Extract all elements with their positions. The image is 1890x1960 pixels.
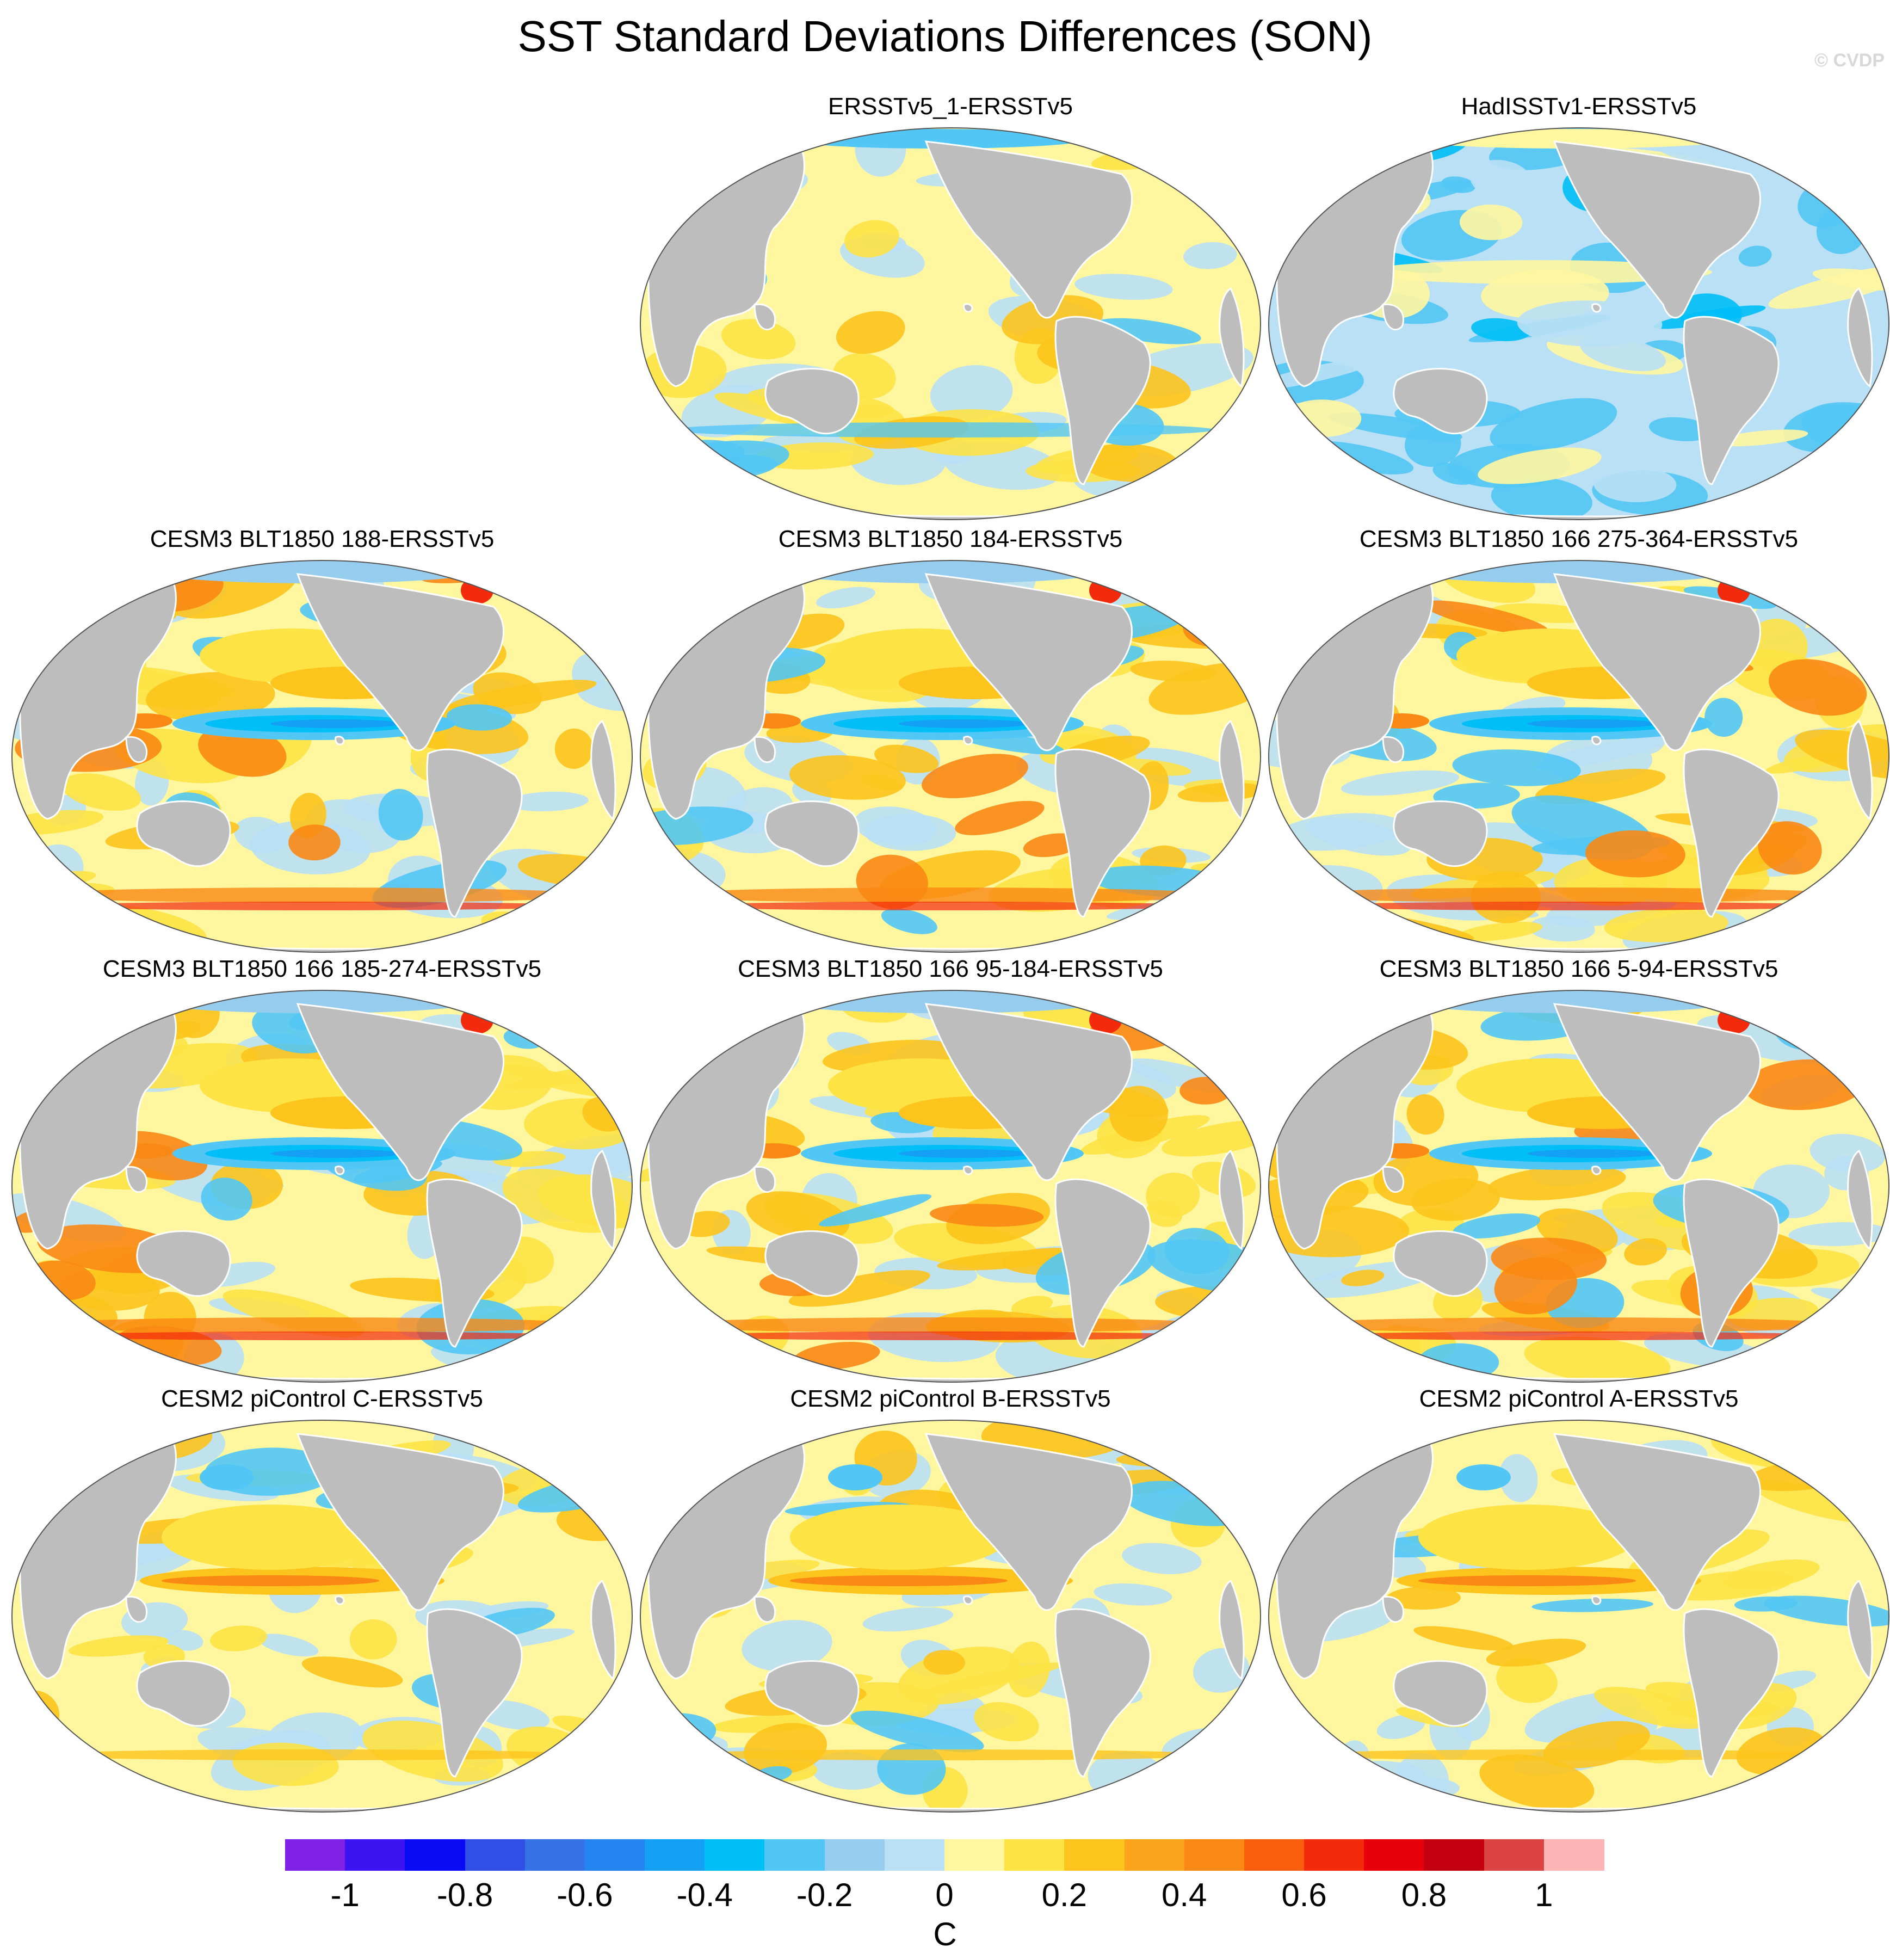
panel-title: CESM3 BLT1850 184-ERSSTv5: [778, 526, 1123, 552]
colorbar-swatch: [1364, 1839, 1425, 1871]
colorbar-swatch: [1424, 1839, 1485, 1871]
panel-title: ERSSTv5_1-ERSSTv5: [828, 93, 1073, 120]
colorbar-tick: -0.6: [557, 1877, 613, 1913]
colorbar-swatch: [1304, 1839, 1365, 1871]
panel-title: CESM3 BLT1850 166 275-364-ERSSTv5: [1359, 526, 1799, 552]
world-map: [1268, 990, 1889, 1383]
map-panel-p10: CESM2 piControl B-ERSSTv5: [638, 1385, 1263, 1815]
cvdp-watermark: © CVDP: [1814, 50, 1885, 71]
map-panel-p9: CESM2 piControl C-ERSSTv5: [9, 1385, 635, 1815]
map-panel-p11: CESM2 piControl A-ERSSTv5: [1266, 1385, 1890, 1815]
panel-title: CESM3 BLT1850 166 5-94-ERSSTv5: [1379, 956, 1778, 982]
panel-title: CESM2 piControl A-ERSSTv5: [1419, 1385, 1739, 1412]
colorbar-swatch: [824, 1839, 885, 1871]
map-panel-p5: CESM3 BLT1850 166 275-364-ERSSTv5: [1266, 525, 1890, 955]
world-map: [11, 560, 633, 953]
colorbar-swatch: [285, 1839, 346, 1871]
colorbar-swatch: [524, 1839, 585, 1871]
colorbar-swatch: [944, 1839, 1005, 1871]
world-map: [640, 990, 1261, 1383]
colorbar: [285, 1839, 1604, 1871]
colorbar-tick: 0.6: [1281, 1877, 1327, 1913]
colorbar-tick: -0.4: [676, 1877, 733, 1913]
colorbar-swatch: [705, 1839, 765, 1871]
colorbar-tick: -0.8: [436, 1877, 493, 1913]
figure-title: SST Standard Deviations Differences (SON…: [517, 12, 1373, 60]
colorbar-tick: 0: [935, 1877, 954, 1913]
colorbar-swatch: [764, 1839, 825, 1871]
colorbar-swatch: [405, 1839, 466, 1871]
world-map: [1268, 1420, 1889, 1813]
map-panel-p4: CESM3 BLT1850 184-ERSSTv5: [638, 525, 1263, 955]
world-map: [640, 560, 1261, 953]
colorbar-swatch: [1124, 1839, 1185, 1871]
map-panel-p7: CESM3 BLT1850 166 95-184-ERSSTv5: [638, 955, 1263, 1385]
world-map: [640, 1420, 1261, 1813]
colorbar-tick: 1: [1535, 1877, 1553, 1913]
world-map: [1268, 127, 1889, 520]
map-panel-p2: HadISSTv1-ERSSTv5: [1266, 93, 1890, 522]
colorbar-swatch: [465, 1839, 526, 1871]
colorbar-swatch: [1184, 1839, 1245, 1871]
panel-title: CESM3 BLT1850 166 185-274-ERSSTv5: [102, 956, 542, 982]
world-map: [11, 1420, 633, 1813]
colorbar-swatch: [1543, 1839, 1604, 1871]
map-panel-p6: CESM3 BLT1850 166 185-274-ERSSTv5: [9, 955, 635, 1385]
colorbar-unit-label: C: [933, 1916, 957, 1952]
map-panel-p1: ERSSTv5_1-ERSSTv5: [638, 93, 1263, 522]
colorbar-swatch: [1244, 1839, 1305, 1871]
colorbar-swatch: [645, 1839, 706, 1871]
world-map: [640, 127, 1261, 520]
colorbar-swatch: [884, 1839, 945, 1871]
colorbar-swatch: [345, 1839, 406, 1871]
colorbar-tick: 0.8: [1401, 1877, 1447, 1913]
world-map: [11, 990, 633, 1383]
map-panel-p8: CESM3 BLT1850 166 5-94-ERSSTv5: [1266, 955, 1890, 1385]
colorbar-tick: -1: [330, 1877, 360, 1913]
map-panel-p3: CESM3 BLT1850 188-ERSSTv5: [9, 525, 635, 955]
panel-title: HadISSTv1-ERSSTv5: [1461, 93, 1697, 120]
colorbar-tick: 0.4: [1162, 1877, 1207, 1913]
colorbar-swatch: [584, 1839, 646, 1871]
colorbar-tick: 0.2: [1041, 1877, 1088, 1913]
panel-title: CESM3 BLT1850 188-ERSSTv5: [150, 526, 495, 552]
colorbar-tick: -0.2: [796, 1877, 853, 1913]
colorbar-swatch: [1064, 1839, 1125, 1871]
colorbar-swatch: [1484, 1839, 1545, 1871]
world-map: [1268, 560, 1889, 953]
colorbar-swatch: [1004, 1839, 1065, 1871]
panel-title: CESM2 piControl C-ERSSTv5: [161, 1385, 483, 1412]
panel-title: CESM3 BLT1850 166 95-184-ERSSTv5: [738, 956, 1163, 982]
panel-title: CESM2 piControl B-ERSSTv5: [790, 1385, 1111, 1412]
